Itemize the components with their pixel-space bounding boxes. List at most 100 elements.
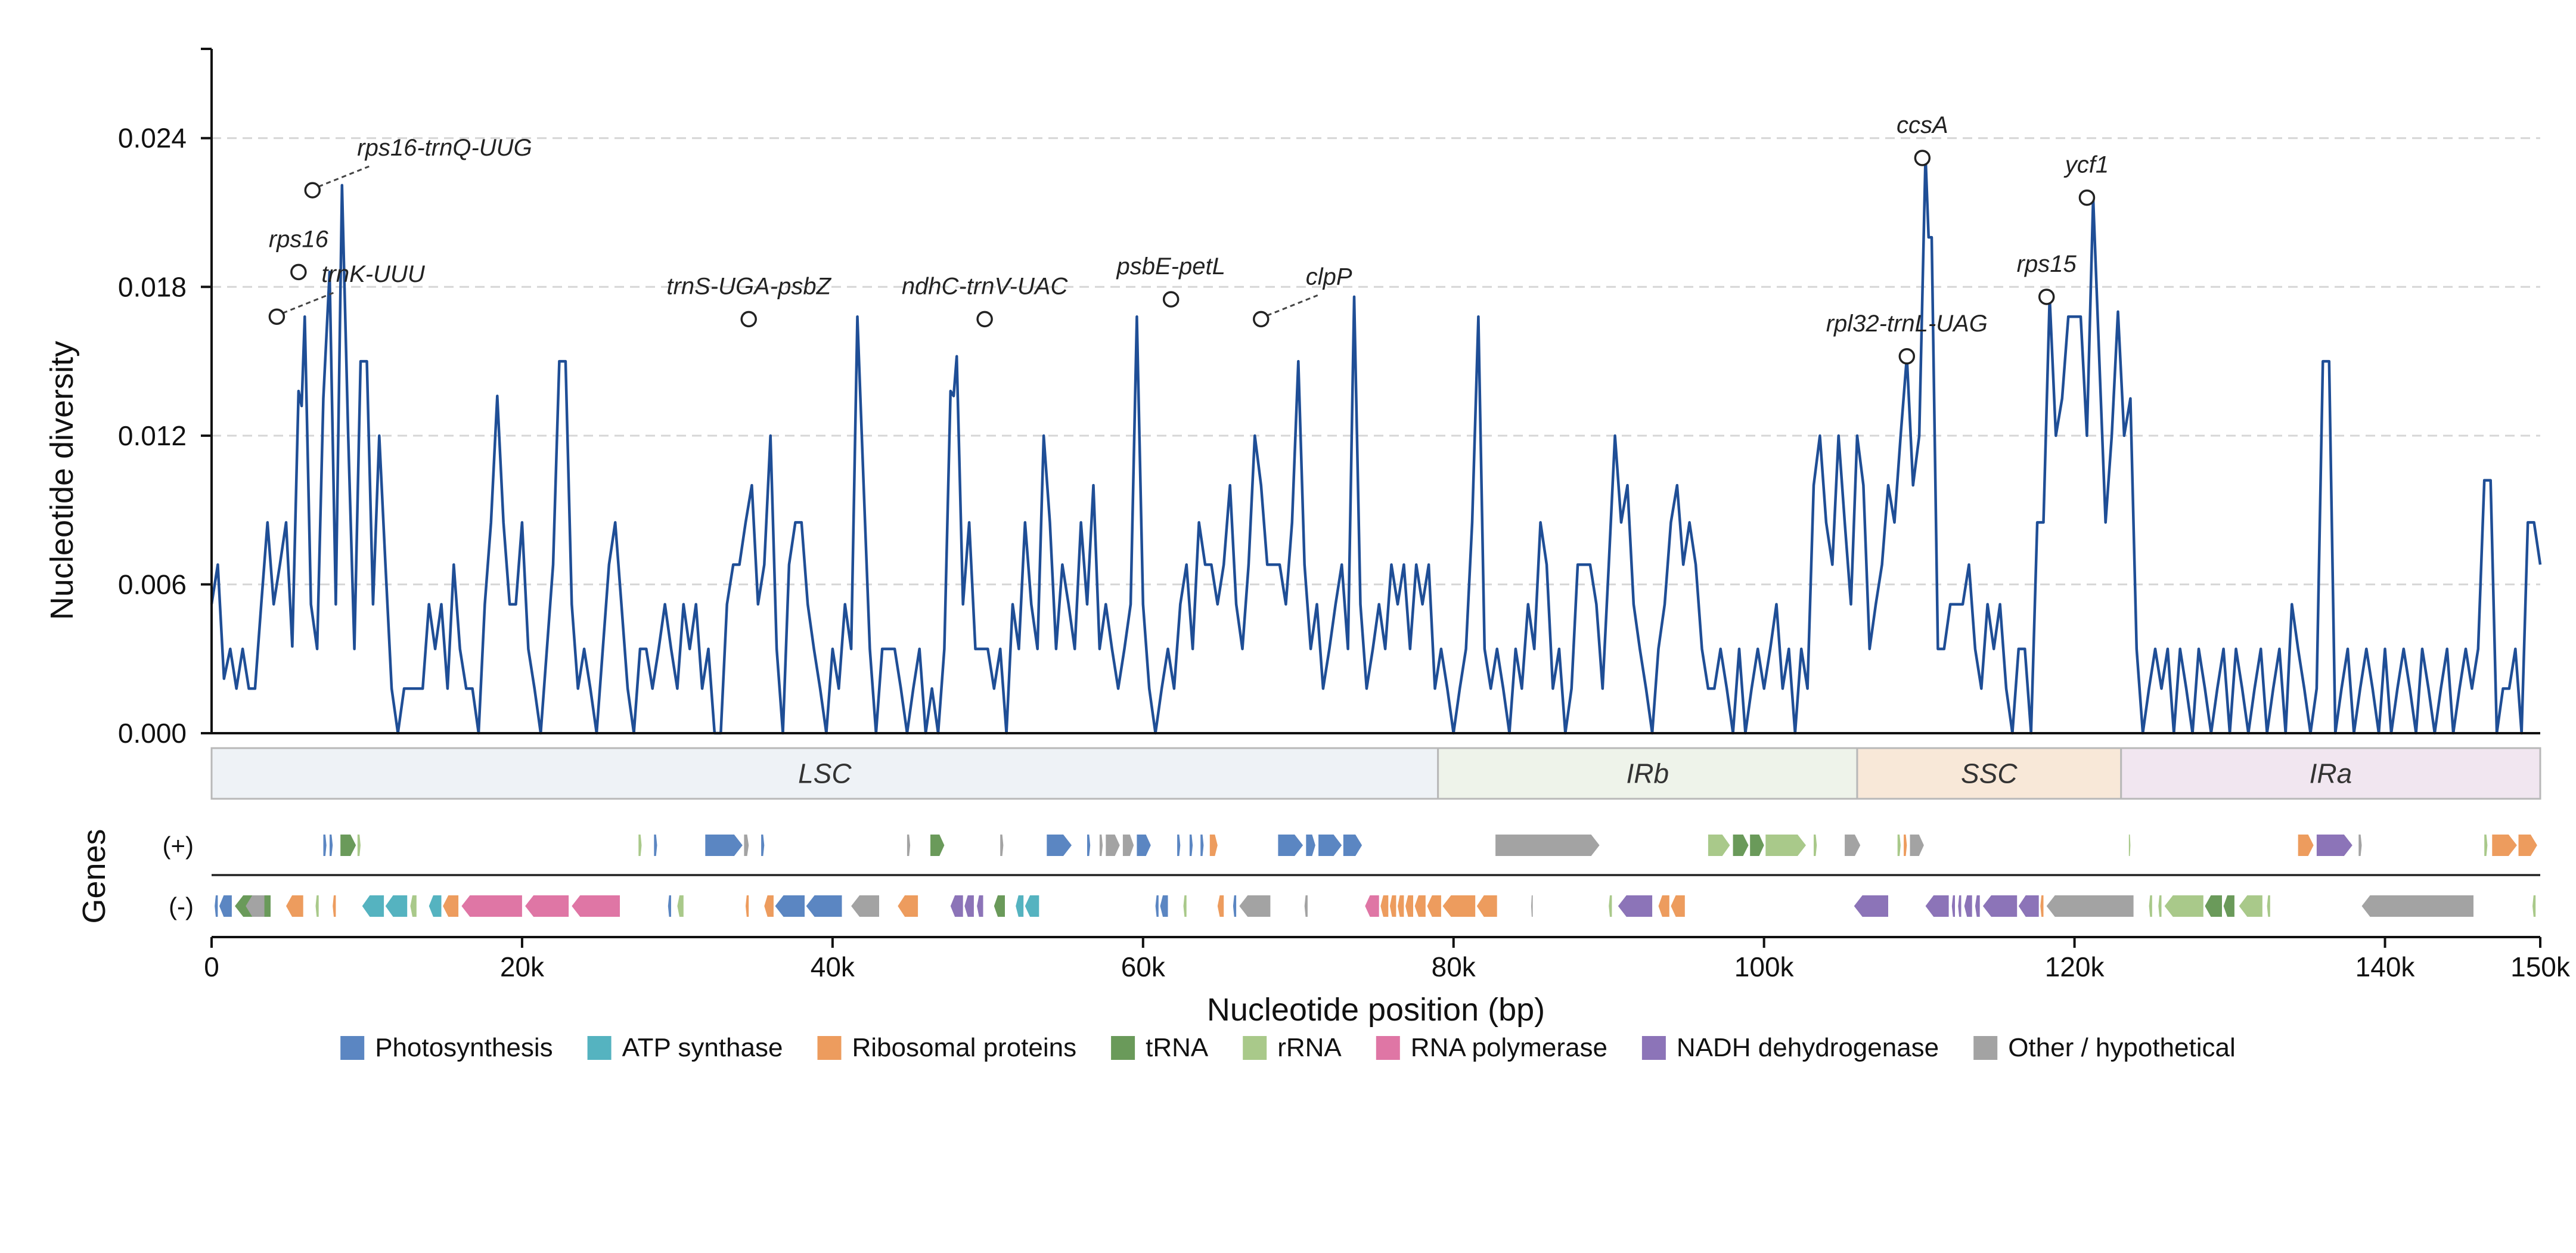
gene-plus xyxy=(2492,835,2517,856)
gene-minus xyxy=(1025,895,1039,917)
y-tick-label: 0.012 xyxy=(118,420,187,451)
gene-minus xyxy=(2040,895,2044,917)
peak-label: ccsA xyxy=(1897,112,1948,138)
peak-label: trnK-UUU xyxy=(321,261,425,287)
gene-plus xyxy=(2358,835,2362,856)
gene-minus xyxy=(362,895,384,917)
gene-plus xyxy=(654,835,657,856)
gene-minus xyxy=(1609,895,1612,917)
legend-label: Ribosomal proteins xyxy=(852,1033,1077,1062)
legend-item: Photosynthesis xyxy=(340,1033,553,1062)
legend-item: tRNA xyxy=(1111,1033,1209,1062)
annotation-leader xyxy=(282,291,334,314)
gene-minus xyxy=(1925,895,1949,917)
peak-marker xyxy=(2078,189,2096,206)
gene-plus xyxy=(744,835,749,856)
legend-label: ATP synthase xyxy=(622,1033,783,1062)
annotation-leader xyxy=(1267,294,1318,317)
gene-minus xyxy=(2532,895,2536,917)
peak-marker xyxy=(1253,311,1270,328)
gene-plus xyxy=(1765,835,1806,856)
gene-track: (+) (-) Genes xyxy=(76,829,2540,924)
y-tick-label: 0.006 xyxy=(118,569,187,600)
gene-minus xyxy=(668,895,671,917)
peak-label: ndhC-trnV-UAC xyxy=(902,273,1069,299)
gene-minus xyxy=(1658,895,1669,917)
diversity-series xyxy=(210,154,2542,735)
gene-plus xyxy=(1087,835,1091,856)
gene-minus xyxy=(1531,895,1533,917)
legend-label: RNA polymerase xyxy=(1411,1033,1607,1062)
gene-minus xyxy=(2046,895,2134,917)
peak-annotations: rps16-trnQ-UUG rps16 trnK-UUU trnS-UGA-psbZ… xyxy=(268,112,2109,365)
x-tick-label: 60k xyxy=(1121,951,1166,982)
genome-regions-track: LSC IRb SSC IRa xyxy=(210,747,2541,800)
legend-swatch xyxy=(1111,1036,1135,1060)
gene-plus xyxy=(2128,835,2131,856)
x-tick-label: 140k xyxy=(2355,951,2416,982)
gene-minus xyxy=(315,895,319,917)
peak-marker xyxy=(1914,150,1931,166)
legend-item: Ribosomal proteins xyxy=(817,1033,1077,1062)
gene-minus xyxy=(2239,895,2262,917)
legend-swatch xyxy=(1243,1036,1267,1060)
region-label: LSC xyxy=(798,758,852,789)
gene-minus xyxy=(2267,895,2270,917)
gene-minus xyxy=(1365,895,1379,917)
gene-minus xyxy=(1389,895,1396,917)
gene-plus xyxy=(1708,835,1730,856)
gene-plus xyxy=(907,835,911,856)
gene-minus xyxy=(2361,895,2473,917)
gene-minus xyxy=(1016,895,1024,917)
gene-plus xyxy=(1137,835,1151,856)
region-label: SSC xyxy=(1961,758,2018,789)
legend-item: RNA polymerase xyxy=(1376,1033,1607,1062)
gene-plus xyxy=(1047,835,1072,856)
gene-minus xyxy=(2158,895,2162,917)
gene-minus xyxy=(746,895,749,917)
gene-minus xyxy=(1982,895,2018,917)
legend-swatch xyxy=(1376,1036,1400,1060)
x-tick-label: 40k xyxy=(811,951,855,982)
y-tick-label: 0.024 xyxy=(118,123,187,154)
x-tick-label: 0 xyxy=(204,951,219,982)
gene-minus xyxy=(2205,895,2222,917)
gene-minus xyxy=(1398,895,1404,917)
axes: 0.000 0.006 0.012 0.018 0.024 Nucleotide dive… xyxy=(44,48,2540,749)
gridlines xyxy=(212,137,2540,585)
region-label: IRb xyxy=(1627,758,1669,789)
x-tick-label: 150k xyxy=(2510,951,2571,982)
gene-minus xyxy=(1414,895,1426,917)
gene-minus xyxy=(443,895,459,917)
x-axis: 0 20k 40k 60k 80k 100k 120k 140k 150k Nucleotide … xyxy=(204,936,2571,1028)
gene-plus xyxy=(1306,835,1315,856)
gene-plus xyxy=(1122,835,1134,856)
gene-minus xyxy=(1217,895,1224,917)
peak-label: rps16-trnQ-UUG xyxy=(357,135,532,161)
legend-swatch xyxy=(817,1036,842,1060)
peak-marker xyxy=(976,311,993,328)
gene-plus xyxy=(330,835,333,856)
legend-label: Photosynthesis xyxy=(375,1033,553,1062)
peak-marker xyxy=(268,308,285,325)
plus-strand-label: (+) xyxy=(163,832,194,860)
gene-plus xyxy=(323,835,327,856)
gene-plus xyxy=(1189,835,1193,856)
legend-swatch xyxy=(1973,1036,1998,1060)
gene-minus xyxy=(1233,895,1237,917)
gene-minus xyxy=(677,895,684,917)
gene-minus xyxy=(1951,895,1955,917)
gene-plus xyxy=(2484,835,2488,856)
region-label: IRa xyxy=(2310,758,2352,789)
legend-label: tRNA xyxy=(1146,1033,1209,1062)
peak-label: rpl32-trnL-UAG xyxy=(1826,311,1988,337)
gene-plus xyxy=(1733,835,1749,856)
legend-item: NADH dehydrogenase xyxy=(1641,1033,1939,1062)
gene-minus xyxy=(219,895,232,917)
gene-minus xyxy=(1975,895,1980,917)
gene-plus xyxy=(1278,835,1303,856)
gene-plus xyxy=(1200,835,1204,856)
gene-plus xyxy=(1897,835,1901,856)
gene-minus xyxy=(461,895,522,917)
